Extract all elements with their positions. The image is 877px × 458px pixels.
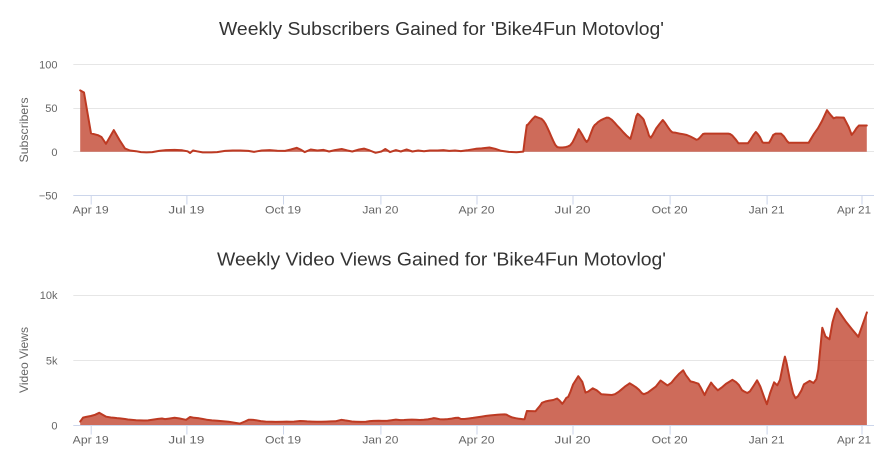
svg-text:Weekly Video Views Gained for: Weekly Video Views Gained for 'Bike4Fun … (217, 250, 666, 270)
svg-text:Jul 20: Jul 20 (555, 434, 591, 446)
svg-text:Weekly Subscribers Gained for: Weekly Subscribers Gained for 'Bike4Fun … (219, 19, 664, 39)
svg-text:Jan 21: Jan 21 (749, 434, 785, 446)
svg-text:Jul 19: Jul 19 (168, 205, 204, 217)
svg-text:Apr 19: Apr 19 (73, 205, 109, 217)
svg-text:Subscribers: Subscribers (17, 98, 31, 163)
svg-text:Video Views: Video Views (17, 327, 31, 393)
svg-text:10k: 10k (40, 290, 58, 302)
svg-text:Apr 20: Apr 20 (459, 205, 495, 217)
svg-text:Jan 20: Jan 20 (362, 434, 398, 446)
svg-text:−50: −50 (39, 190, 58, 202)
svg-text:0: 0 (51, 421, 57, 433)
svg-text:50: 50 (45, 103, 57, 115)
svg-text:100: 100 (39, 60, 57, 72)
svg-text:Apr 20: Apr 20 (459, 434, 495, 446)
svg-text:Apr 21: Apr 21 (837, 434, 871, 446)
svg-text:Oct 19: Oct 19 (265, 205, 301, 217)
svg-text:5k: 5k (46, 355, 58, 367)
svg-text:Oct 20: Oct 20 (652, 434, 688, 446)
svg-text:Jul 19: Jul 19 (168, 434, 204, 446)
svg-text:Jul 20: Jul 20 (555, 205, 591, 217)
svg-text:Oct 19: Oct 19 (265, 434, 301, 446)
svg-text:Apr 21: Apr 21 (837, 205, 871, 217)
svg-text:Jan 21: Jan 21 (749, 205, 785, 217)
svg-text:0: 0 (51, 147, 57, 159)
svg-text:Oct 20: Oct 20 (652, 205, 688, 217)
svg-text:Jan 20: Jan 20 (362, 205, 398, 217)
svg-text:Apr 19: Apr 19 (73, 434, 109, 446)
